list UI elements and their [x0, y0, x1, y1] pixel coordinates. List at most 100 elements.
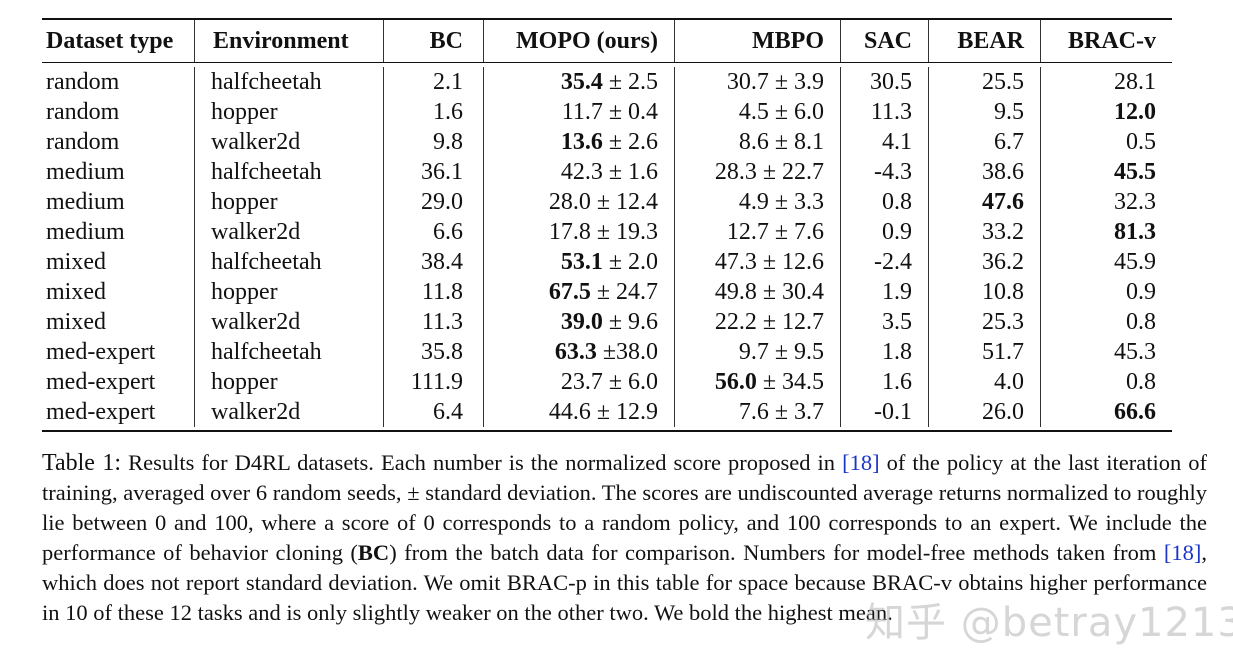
table-row: mixed walker2d 11.3 39.0 ±9.6 22.2 ±12.7 3.5 25.…	[42, 307, 1172, 337]
table-caption: Table 1: Results for D4RL datasets. Each…	[42, 448, 1207, 628]
cell-mopo: 23.7 ±6.0	[484, 367, 675, 397]
cell-brac-v: 0.8	[1041, 307, 1172, 337]
score-mean: 67.5	[548, 278, 591, 305]
score-value: 6.7	[994, 128, 1024, 155]
score-value: 51.7	[982, 338, 1024, 365]
cell-sac: 4.1	[841, 127, 929, 157]
cell-sac: -4.3	[841, 157, 929, 187]
cell-bc: 36.1	[384, 157, 484, 187]
score-mean: 53.1	[560, 248, 603, 275]
plus-minus-sign: ±	[774, 128, 788, 155]
score-sd: 12.9	[616, 398, 658, 425]
cell-bear: 10.8	[929, 277, 1041, 307]
cell-environment: hopper	[195, 187, 384, 217]
header-bc: BC	[384, 20, 484, 62]
cell-environment: walker2d	[195, 217, 384, 247]
score-mean: 35.4	[560, 68, 603, 95]
cell-dataset-type: random	[42, 127, 195, 157]
cell-brac-v: 0.9	[1041, 277, 1172, 307]
plus-minus-sign: ±	[762, 248, 776, 275]
header-brac-v: BRAC-v	[1068, 27, 1156, 54]
score-value: 36.2	[982, 248, 1024, 275]
cell-sac: 1.6	[841, 367, 929, 397]
header-bear: BEAR	[929, 20, 1041, 62]
score-value: 1.8	[882, 338, 912, 365]
cell-dataset-type: medium	[42, 187, 195, 217]
score-value: 25.3	[982, 308, 1024, 335]
cell-bc: 38.4	[384, 247, 484, 277]
cell-bc: 9.8	[384, 127, 484, 157]
score-sd: 7.6	[794, 218, 824, 245]
table-row: med-expert halfcheetah 35.8 63.3 ±38.0 9.7 ±9.…	[42, 337, 1172, 367]
cell-mopo: 35.4 ±2.5	[484, 67, 675, 97]
cell-dataset-type: mixed	[42, 277, 195, 307]
citation-link[interactable]: [18]	[1163, 540, 1202, 565]
caption-label: Table 1:	[42, 450, 122, 476]
cell-mbpo: 4.9 ±3.3	[675, 187, 841, 217]
cell-bc: 6.4	[384, 397, 484, 427]
score-value: 1.6	[882, 368, 912, 395]
score-mean: 22.2	[714, 308, 757, 335]
score-sd: 22.7	[782, 158, 824, 185]
table-row: medium halfcheetah 36.1 42.3 ±1.6 28.3 ±22.7 -4…	[42, 157, 1172, 187]
header-sac: SAC	[841, 20, 929, 62]
plus-minus-sign: ±	[608, 68, 622, 95]
score-value: 4.1	[882, 128, 912, 155]
caption-text-3: ) from the batch data for comparison. Nu…	[389, 540, 1164, 565]
score-value: 33.2	[982, 218, 1024, 245]
plus-minus-sign: ±	[762, 308, 776, 335]
score-sd: 24.7	[616, 278, 658, 305]
score-value: 0.9	[1126, 278, 1156, 305]
plus-minus-sign: ±	[608, 158, 622, 185]
cell-brac-v: 0.5	[1041, 127, 1172, 157]
score-sd: 2.5	[628, 68, 658, 95]
score-value: 81.3	[1114, 218, 1156, 245]
cell-bc: 6.6	[384, 217, 484, 247]
plus-minus-sign: ±	[774, 188, 788, 215]
table-row: mixed hopper 11.8 67.5 ±24.7 49.8 ±30.4 1.9 10.8…	[42, 277, 1172, 307]
cell-brac-v: 32.3	[1041, 187, 1172, 217]
cell-sac: -2.4	[841, 247, 929, 277]
plus-minus-sign: ±	[762, 368, 776, 395]
cell-bc: 11.3	[384, 307, 484, 337]
cell-mbpo: 56.0 ±34.5	[675, 367, 841, 397]
cell-mopo: 63.3 ±38.0	[484, 337, 675, 367]
score-mean: 42.3	[560, 158, 603, 185]
cell-brac-v: 45.9	[1041, 247, 1172, 277]
score-value: 32.3	[1114, 188, 1156, 215]
score-mean: 12.7	[726, 218, 769, 245]
score-value: -4.3	[874, 158, 912, 185]
cell-environment: halfcheetah	[195, 337, 384, 367]
score-mean: 4.9	[738, 188, 769, 215]
plus-minus-sign: ±	[608, 128, 622, 155]
cell-dataset-type: random	[42, 97, 195, 127]
table-row: medium walker2d 6.6 17.8 ±19.3 12.7 ±7.6 0.9 33.…	[42, 217, 1172, 247]
score-mean: 49.8	[714, 278, 757, 305]
citation-link[interactable]: [18]	[842, 450, 880, 475]
score-sd: 0.4	[628, 98, 658, 125]
caption-bc-bold: BC	[357, 540, 390, 565]
cell-brac-v: 12.0	[1041, 97, 1172, 127]
cell-mopo: 11.7 ±0.4	[484, 97, 675, 127]
plus-minus-sign: ±	[596, 188, 610, 215]
cell-bear: 6.7	[929, 127, 1041, 157]
cell-bc: 35.8	[384, 337, 484, 367]
cell-sac: 11.3	[841, 97, 929, 127]
score-value: 0.5	[1126, 128, 1156, 155]
score-mean: 63.3	[554, 338, 597, 365]
score-value: 30.5	[870, 68, 912, 95]
cell-mopo: 67.5 ±24.7	[484, 277, 675, 307]
cell-bc: 111.9	[384, 367, 484, 397]
cell-environment: hopper	[195, 277, 384, 307]
cell-mopo: 53.1 ±2.0	[484, 247, 675, 277]
caption-text-1: Results for D4RL datasets. Each number i…	[121, 450, 843, 475]
score-mean: 8.6	[738, 128, 769, 155]
header-mbpo: MBPO	[675, 20, 841, 62]
score-sd: 12.6	[782, 248, 824, 275]
cell-sac: 30.5	[841, 67, 929, 97]
cell-environment: halfcheetah	[195, 247, 384, 277]
cell-dataset-type: medium	[42, 217, 195, 247]
cell-dataset-type: med-expert	[42, 337, 195, 367]
table-row: mixed halfcheetah 38.4 53.1 ±2.0 47.3 ±12.6 -2.…	[42, 247, 1172, 277]
score-mean: 17.8	[548, 218, 591, 245]
